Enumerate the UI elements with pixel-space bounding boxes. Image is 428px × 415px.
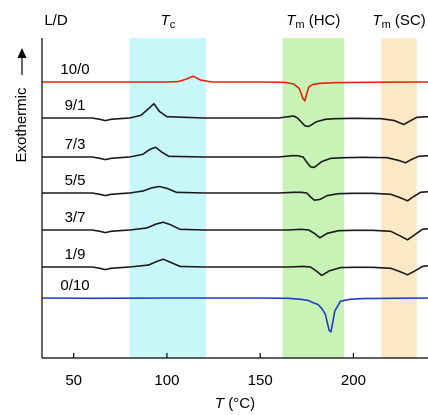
series-label-1-9: 1/9 xyxy=(65,246,86,263)
series-line-1-9 xyxy=(42,258,428,277)
series-label-10-0: 10/0 xyxy=(60,61,89,78)
series-line-3-7 xyxy=(42,221,428,241)
series-label-7-3: 7/3 xyxy=(65,136,86,153)
region-band-2 xyxy=(282,38,345,358)
series-line-9-1 xyxy=(42,102,428,128)
y-axis-label: Exothermic xyxy=(13,87,30,163)
series-labels-layer: 10/0 9/1 7/3 5/5 3/7 1/9 0/10 xyxy=(60,61,89,294)
region-label-3: Tm (SC) xyxy=(372,12,425,31)
x-tick-label-150: 150 xyxy=(248,372,273,389)
y-axis-arrow xyxy=(17,48,27,75)
series-line-7-3 xyxy=(42,146,428,169)
region-label-1: Tc xyxy=(161,12,176,31)
x-axis-label: T (°C) xyxy=(215,395,255,412)
y-axis-label-group: Exothermic xyxy=(13,87,30,163)
header-layer: L/D Tc Tm (HC) Tm (SC) xyxy=(44,12,425,31)
x-tick-label-50: 50 xyxy=(65,372,82,389)
x-tick-label-100: 100 xyxy=(154,372,179,389)
series-line-5-5 xyxy=(42,185,428,202)
region-band-1 xyxy=(129,38,207,358)
series-line-0-10 xyxy=(41,297,428,333)
series-label-3-7: 3/7 xyxy=(65,209,86,226)
series-label-0-10: 0/10 xyxy=(60,277,89,294)
series-label-9-1: 9/1 xyxy=(65,97,86,114)
ld-column-header: L/D xyxy=(44,12,68,29)
x-tick-label-200: 200 xyxy=(341,372,366,389)
axis-layer xyxy=(41,38,428,359)
series-label-5-5: 5/5 xyxy=(65,172,86,189)
x-ticks-layer: 50 100 150 200 xyxy=(65,353,366,389)
series-layer xyxy=(41,75,428,333)
region-layer xyxy=(129,38,417,358)
region-label-2: Tm (HC) xyxy=(286,12,340,31)
series-line-10-0 xyxy=(42,75,428,102)
